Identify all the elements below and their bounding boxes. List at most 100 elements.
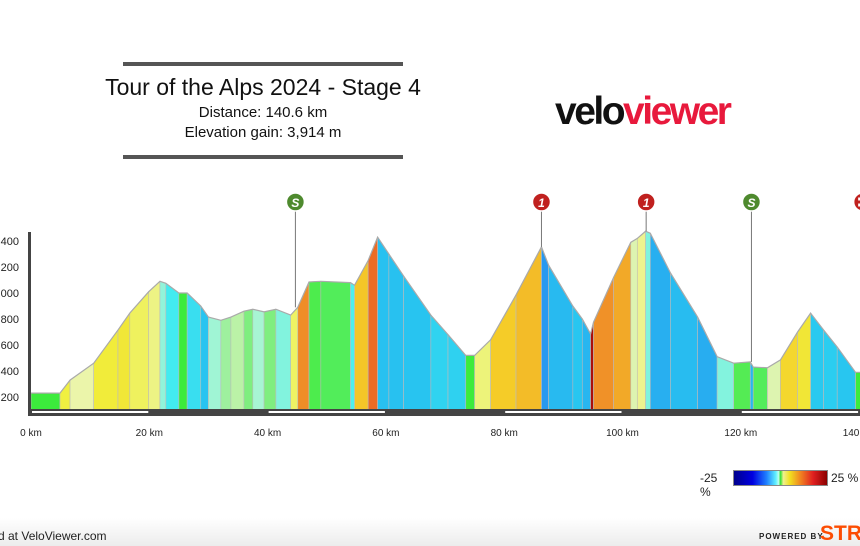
profile-segment bbox=[548, 263, 574, 411]
profile-segment bbox=[208, 316, 222, 411]
profile-segment bbox=[69, 362, 94, 411]
profile-segment bbox=[780, 330, 798, 411]
profile-segment bbox=[377, 236, 390, 411]
profile-segment bbox=[354, 260, 369, 411]
credit-text[interactable]: d at VeloViewer.com bbox=[0, 529, 107, 543]
sprint-marker-label: S bbox=[747, 196, 755, 210]
profile-segment bbox=[465, 355, 475, 411]
distance-text: Distance: 140.6 km bbox=[198, 104, 328, 121]
profile-segment bbox=[275, 308, 291, 411]
profile-segment bbox=[670, 271, 698, 411]
profile-segment bbox=[263, 308, 277, 411]
sprint-marker-label: S bbox=[291, 196, 299, 210]
title-rule-top bbox=[123, 62, 403, 66]
kom-cat-1-marker-icon bbox=[531, 192, 552, 212]
x-axis-distance-stripe bbox=[268, 411, 385, 413]
logo-text-velo: velo bbox=[555, 90, 626, 133]
chart-title: Tour of the Alps 2024 - Stage 4 bbox=[105, 74, 421, 100]
footer: d at VeloViewer.com POWERED BY STR bbox=[0, 518, 860, 546]
y-axis-line bbox=[28, 232, 31, 413]
elevation-gain-text: Elevation gain: 3,914 m bbox=[184, 124, 342, 141]
profile-segment bbox=[93, 329, 119, 411]
x-tick-label: 20 km bbox=[136, 428, 163, 439]
sprint-marker-icon bbox=[285, 192, 306, 212]
x-axis-distance-stripe bbox=[505, 411, 622, 413]
profile-segment bbox=[593, 277, 614, 411]
profile-segment bbox=[59, 379, 71, 411]
profile-segment bbox=[388, 253, 404, 411]
strava-logo: STR bbox=[820, 522, 860, 545]
x-tick-label: 100 km bbox=[606, 428, 639, 439]
profile-segment bbox=[320, 280, 351, 411]
profile-segment bbox=[165, 282, 180, 411]
profile-segment bbox=[541, 246, 549, 411]
x-tick-label: 120 km bbox=[724, 428, 757, 439]
x-tick-label: 140 km bbox=[843, 428, 860, 439]
profile-segment bbox=[178, 292, 188, 411]
profile-segment bbox=[290, 306, 299, 411]
profile-segment bbox=[645, 230, 651, 411]
profile-segment bbox=[148, 280, 161, 411]
y-tick-label: 1,000 bbox=[0, 288, 19, 300]
x-tick-label: 60 km bbox=[372, 428, 399, 439]
profile-segment bbox=[252, 308, 265, 411]
y-tick-label: 600 bbox=[1, 340, 19, 352]
profile-segment bbox=[613, 242, 632, 411]
profile-segment bbox=[230, 310, 245, 411]
profile-segment bbox=[797, 312, 811, 411]
kom-cat-1-marker-label: 1 bbox=[643, 196, 650, 210]
profile-segment bbox=[159, 280, 167, 411]
profile-segment bbox=[30, 392, 61, 411]
profile-segment bbox=[350, 282, 355, 411]
profile-segment bbox=[767, 359, 781, 411]
y-tick-label: 800 bbox=[1, 314, 19, 326]
profile-segment bbox=[749, 360, 754, 411]
profile-segment bbox=[200, 305, 209, 411]
legend-max-label: 25 % bbox=[831, 471, 859, 485]
kom-cat-1-marker-icon bbox=[636, 192, 656, 212]
finish-flag-icon bbox=[858, 197, 860, 201]
profile-segment bbox=[650, 233, 671, 411]
profile-segment bbox=[855, 371, 860, 411]
x-tick-label: 0 km bbox=[20, 428, 42, 439]
y-tick-label: 200 bbox=[1, 392, 19, 404]
profile-segment bbox=[733, 361, 751, 411]
profile-segment bbox=[630, 237, 638, 411]
profile-segment bbox=[243, 308, 254, 411]
profile-outline bbox=[31, 230, 860, 394]
x-axis-distance-stripe bbox=[32, 411, 149, 413]
profile-segment bbox=[297, 281, 310, 411]
x-axis-bar bbox=[28, 409, 860, 416]
profile-segment bbox=[308, 280, 322, 411]
profile-segment bbox=[716, 356, 735, 411]
profile-segment bbox=[490, 293, 517, 411]
y-tick-label: 400 bbox=[1, 366, 19, 378]
sprint-marker-icon bbox=[741, 192, 762, 212]
veloviewer-logo: veloviewer bbox=[555, 90, 732, 134]
profile-segment bbox=[636, 230, 646, 411]
title-rule-bottom bbox=[123, 155, 403, 159]
finish-flag-icon bbox=[858, 203, 860, 207]
x-tick-label: 80 km bbox=[491, 428, 518, 439]
finish-marker-icon bbox=[852, 192, 860, 212]
legend-color-scale bbox=[733, 470, 828, 486]
profile-segment bbox=[697, 316, 718, 411]
y-tick-label: 1,200 bbox=[0, 262, 19, 274]
powered-by-text: POWERED BY bbox=[759, 532, 824, 541]
y-tick-label: 1,400 bbox=[0, 236, 19, 248]
profile-segment bbox=[752, 366, 768, 411]
x-axis-distance-stripe bbox=[741, 411, 859, 413]
profile-segment bbox=[474, 339, 491, 411]
legend-min-label: -25 % bbox=[700, 471, 718, 499]
profile-segment bbox=[430, 314, 449, 411]
profile-segment bbox=[220, 316, 232, 411]
kom-cat-1-marker-label: 1 bbox=[538, 196, 545, 210]
profile-segment bbox=[590, 322, 594, 411]
profile-segment bbox=[367, 236, 378, 411]
x-tick-label: 40 km bbox=[254, 428, 281, 439]
profile-segment bbox=[836, 346, 856, 411]
logo-text-viewer: viewer bbox=[623, 90, 732, 133]
profile-segment bbox=[572, 305, 583, 411]
profile-segment bbox=[186, 292, 202, 411]
